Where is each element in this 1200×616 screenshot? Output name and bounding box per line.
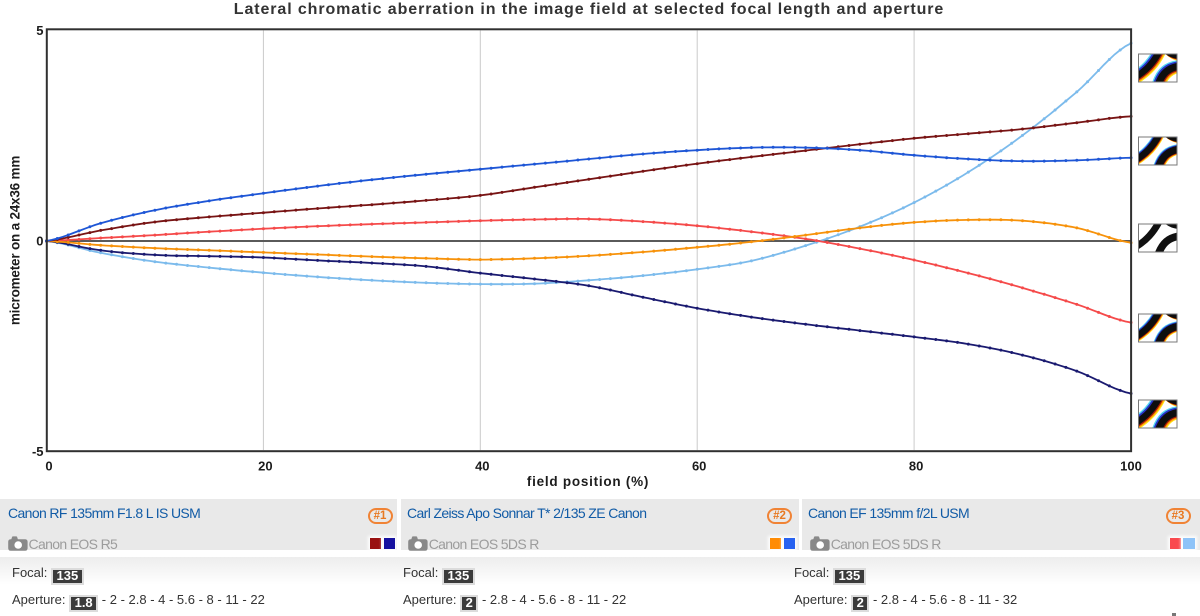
svg-text:-5: -5 <box>32 444 44 459</box>
svg-text:20: 20 <box>258 458 272 473</box>
svg-text:60: 60 <box>692 458 706 473</box>
svg-text:field position (%): field position (%) <box>527 474 649 489</box>
svg-text:40: 40 <box>475 458 489 473</box>
svg-text:80: 80 <box>909 458 923 473</box>
svg-text:micrometer on a 24x36 mm: micrometer on a 24x36 mm <box>8 156 23 325</box>
svg-text:0: 0 <box>36 234 43 249</box>
svg-text:0: 0 <box>45 458 52 473</box>
svg-text:5: 5 <box>36 23 43 38</box>
svg-text:100: 100 <box>1120 458 1142 473</box>
